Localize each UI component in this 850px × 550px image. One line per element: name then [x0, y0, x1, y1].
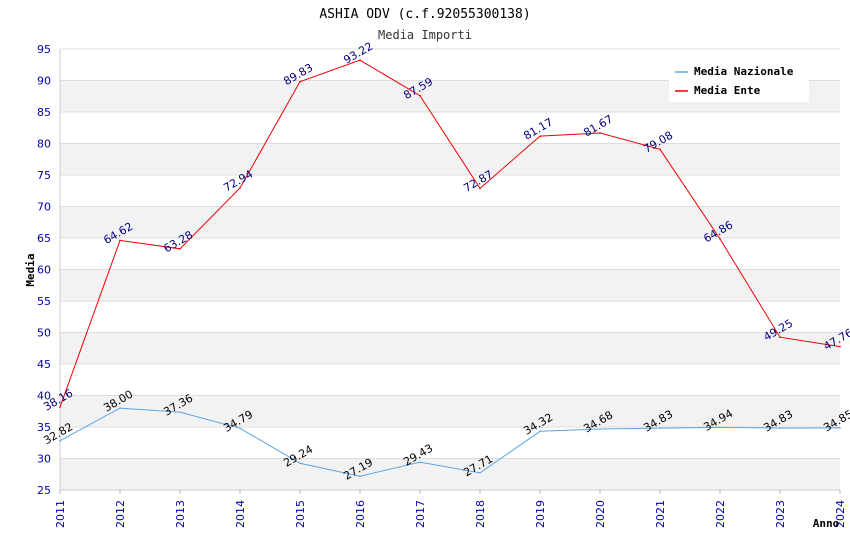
y-tick-label: 45	[37, 358, 51, 371]
plot-band	[60, 269, 840, 301]
plot-band	[60, 206, 840, 238]
y-tick-label: 55	[37, 295, 51, 308]
y-axis-label: Media	[24, 253, 37, 286]
x-tick-label: 2016	[354, 500, 367, 528]
data-point-nazionale	[479, 472, 481, 474]
series-layer	[59, 59, 841, 478]
plot-background-bands	[60, 80, 840, 490]
y-tick-label: 70	[37, 201, 51, 214]
data-point-ente	[539, 135, 541, 137]
y-tick-label: 60	[37, 264, 51, 277]
chart-title: ASHIA ODV (c.f.92055300138)	[319, 7, 530, 22]
y-tick-label: 40	[37, 390, 51, 403]
legend-label-ente: Media Ente	[694, 84, 761, 97]
data-point-nazionale	[299, 462, 301, 465]
data-point-ente	[179, 248, 181, 250]
axis-ticks-layer: 25 30 35 40 45 50 55 60 65 70 75 80 85 90 95 2011 2012 20…	[37, 43, 847, 528]
legend-box	[669, 60, 809, 102]
x-tick-label: 2022	[714, 500, 727, 528]
data-point-nazionale	[119, 407, 121, 409]
data-point-ente	[59, 406, 61, 408]
data-point-nazionale	[659, 427, 661, 429]
y-tick-label: 95	[37, 43, 51, 56]
plot-frame	[59, 49, 840, 491]
legend: Media Nazionale Media Ente	[669, 60, 809, 102]
x-tick-label: 2015	[294, 500, 307, 528]
y-tick-label: 80	[37, 138, 51, 151]
series-line-ente	[59, 59, 841, 408]
series-line-nazionale	[59, 407, 841, 477]
legend-label-nazionale: Media Nazionale	[694, 65, 794, 78]
chart-subtitle: Media Importi	[378, 28, 472, 42]
x-tick-label: 2013	[174, 500, 187, 528]
x-tick-label: 2012	[114, 500, 127, 528]
data-point-nazionale	[359, 475, 361, 478]
data-point-ente	[239, 187, 241, 189]
x-tick-label: 2021	[654, 500, 667, 528]
data-label-ente: 81.17	[521, 116, 555, 143]
y-tick-label: 90	[37, 75, 51, 88]
x-tick-label: 2014	[234, 500, 247, 528]
data-point-nazionale	[59, 439, 61, 442]
data-point-ente	[839, 345, 841, 348]
plot-band	[60, 395, 840, 427]
data-point-ente	[779, 336, 781, 339]
y-tick-label: 65	[37, 232, 51, 245]
y-tick-label: 50	[37, 327, 51, 340]
plot-band	[60, 458, 840, 490]
x-tick-label: 2023	[774, 500, 787, 528]
data-point-ente	[659, 148, 661, 151]
y-tick-label: 75	[37, 169, 51, 182]
data-point-ente	[599, 132, 601, 134]
data-point-nazionale	[719, 426, 721, 429]
data-point-ente	[479, 187, 481, 190]
data-point-nazionale	[179, 411, 181, 413]
data-label-ente: 93.22	[341, 40, 375, 67]
data-point-ente	[119, 239, 121, 242]
y-tick-label: 35	[37, 421, 51, 434]
data-point-nazionale	[239, 427, 241, 430]
x-tick-label: 2024	[834, 500, 847, 528]
data-point-nazionale	[539, 430, 541, 433]
data-point-nazionale	[599, 428, 601, 430]
plot-band	[60, 143, 840, 175]
data-point-nazionale	[839, 427, 841, 429]
data-point-ente	[359, 59, 361, 62]
data-point-ente	[419, 94, 421, 97]
y-tick-label: 25	[37, 484, 51, 497]
plot-band	[60, 332, 840, 364]
x-tick-label: 2018	[474, 500, 487, 528]
x-tick-label: 2019	[534, 500, 547, 528]
data-point-nazionale	[779, 427, 781, 429]
data-point-ente	[719, 238, 721, 240]
data-point-nazionale	[419, 461, 421, 463]
x-tick-label: 2020	[594, 500, 607, 528]
x-axis-label: Anno	[813, 517, 840, 530]
data-point-ente	[299, 80, 301, 83]
y-tick-label: 30	[37, 453, 51, 466]
y-tick-label: 85	[37, 106, 51, 119]
x-tick-label: 2017	[414, 500, 427, 528]
x-tick-label: 2011	[54, 500, 67, 528]
